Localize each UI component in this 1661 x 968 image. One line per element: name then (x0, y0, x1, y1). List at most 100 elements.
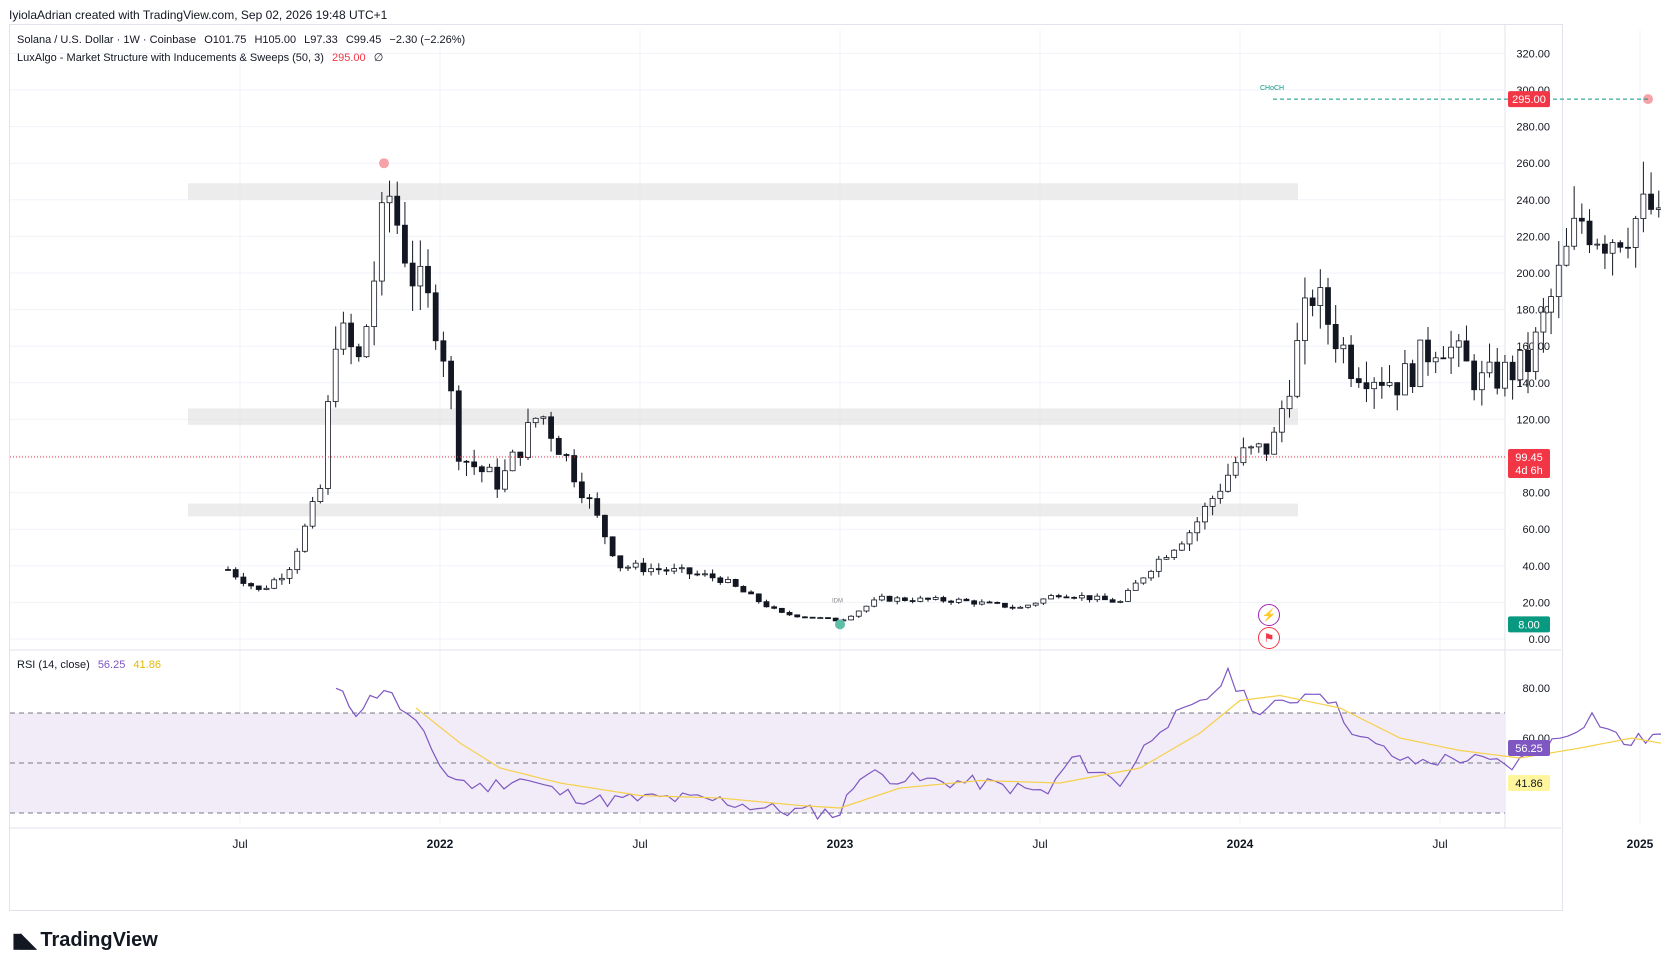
candle-body (909, 600, 916, 602)
candle-body (1548, 296, 1554, 313)
candle-body (1640, 193, 1647, 219)
candle-body (586, 497, 593, 500)
candle-body (694, 573, 701, 576)
indicator-legend[interactable]: LuxAlgo - Market Structure with Induceme… (17, 51, 388, 64)
brand-name: TradingView (40, 929, 158, 951)
candle-body (732, 579, 739, 587)
candle-body (1486, 361, 1493, 374)
flag-icon[interactable]: ⚑ (1258, 627, 1280, 649)
candle-body (578, 481, 585, 499)
chart-frame (9, 24, 1563, 911)
candle-body (663, 569, 670, 572)
candle-body (1102, 595, 1108, 601)
candle-body (1125, 589, 1131, 602)
candle-body (1532, 331, 1539, 373)
candle-body (948, 600, 954, 603)
candle-body (1425, 339, 1431, 363)
candle-body (1363, 382, 1370, 390)
candle-body (1217, 490, 1224, 499)
candle-body (417, 265, 424, 287)
y-tick-label: 320.00 (1516, 48, 1550, 60)
symbol-legend[interactable]: Solana / U.S. Dollar · 1W · Coinbase O10… (17, 34, 470, 46)
rsi-ma-value: 41.86 (133, 659, 161, 671)
candle-body (1478, 372, 1485, 391)
candle-body (478, 466, 485, 473)
symbol-name[interactable]: Solana / U.S. Dollar · 1W · Coinbase (17, 34, 197, 46)
candle-body (1225, 474, 1231, 492)
candle-body (248, 583, 254, 587)
candle-body (963, 598, 970, 602)
candle-body (1117, 600, 1124, 603)
candle-body (917, 597, 924, 602)
candle-body (463, 460, 470, 463)
candle-body (1525, 349, 1531, 373)
candle-body (878, 595, 885, 601)
candle-body (648, 568, 654, 573)
y-tick-label: 60.00 (1522, 524, 1550, 536)
candle-body (871, 599, 878, 607)
candle-body (1348, 344, 1354, 380)
candle-body (1109, 599, 1116, 603)
candle-body (925, 597, 931, 600)
tv-logo-icon: ▮◣ (12, 930, 36, 952)
candle-body (1055, 595, 1062, 598)
swing-low-marker (835, 619, 845, 630)
candle-body (1194, 521, 1201, 534)
rsi-ma-tag-bg (1508, 775, 1550, 791)
rsi-legend[interactable]: RSI (14, close) 56.25 41.86 (17, 659, 166, 671)
candle-body (1078, 595, 1085, 599)
swing-high-marker (379, 158, 389, 169)
candle-body (786, 612, 793, 616)
y-tick-label: 40.00 (1522, 561, 1550, 573)
rsi-name[interactable]: RSI (14, close) (17, 659, 90, 671)
candle-body (1017, 606, 1024, 609)
candle-body (1263, 443, 1270, 455)
candle-body (486, 466, 493, 473)
candle-body (1432, 357, 1439, 363)
candle-body (802, 616, 808, 619)
candle-body (940, 597, 947, 602)
candle-body (278, 577, 285, 581)
candle-body (1617, 242, 1624, 248)
candle-body (502, 470, 508, 490)
choch-label: CHoCH (1260, 85, 1284, 92)
change-value: −2.30 (−2.26%) (389, 34, 466, 46)
candle-body (455, 390, 462, 462)
x-tick-label: Jul (1032, 837, 1047, 851)
candle-body (1325, 287, 1331, 325)
candle-body (740, 586, 747, 593)
tradingview-logo[interactable]: ▮◣ TradingView (12, 928, 158, 953)
candle-body (1286, 395, 1293, 410)
candle-body (1163, 557, 1170, 560)
candle-body (302, 525, 308, 552)
candle-body (1332, 324, 1339, 350)
lightning-icon[interactable]: ⚡ (1258, 604, 1280, 626)
candle-body (1555, 264, 1562, 298)
candle-body (532, 417, 539, 424)
candle-body (1140, 577, 1147, 584)
candle-body (832, 617, 839, 622)
candle-body (702, 573, 708, 576)
candle-body (1309, 297, 1316, 306)
candle-body (755, 593, 762, 603)
candle-body (1371, 381, 1378, 390)
candle-body (1455, 340, 1462, 348)
candle-body (1402, 363, 1408, 396)
candle-body (1086, 595, 1093, 601)
indicator-name[interactable]: LuxAlgo - Market Structure with Induceme… (17, 52, 324, 64)
candle-body (1178, 543, 1185, 551)
candle-body (340, 322, 347, 350)
last-price-label: 4d 6h (1515, 465, 1543, 477)
candle-body (225, 569, 231, 571)
candle-body (1232, 462, 1239, 476)
candle-body (1317, 287, 1324, 306)
x-tick-label: 2022 (427, 837, 454, 851)
rsi-ma-line (415, 694, 1661, 809)
candle-body (1048, 595, 1054, 600)
rsi-ma-tag: 41.86 (1515, 778, 1543, 790)
candle-body (678, 567, 685, 570)
rsi-value: 56.25 (97, 659, 126, 671)
candle-body (1302, 297, 1308, 341)
candle-body (602, 514, 608, 538)
